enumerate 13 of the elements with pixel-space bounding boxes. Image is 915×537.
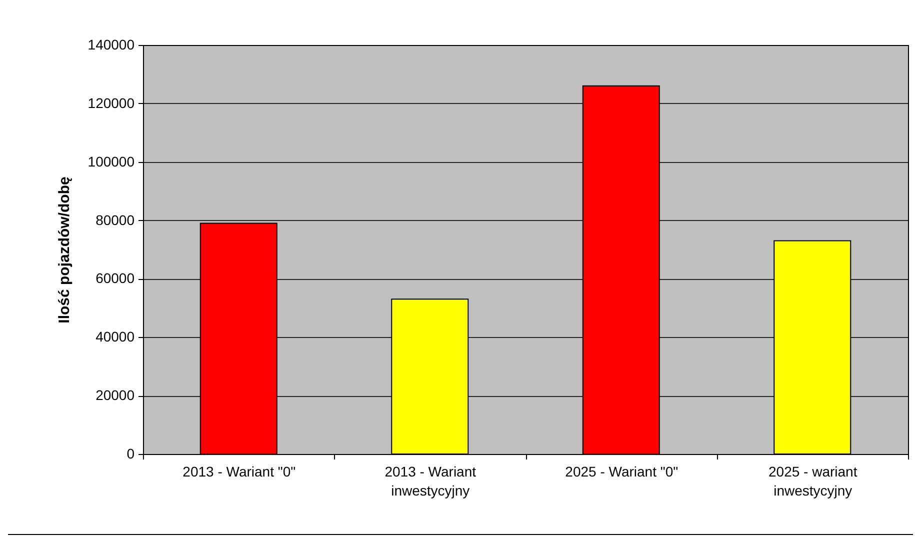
x-tick-label: 2013 - Wariant "0" (182, 464, 296, 480)
y-tick-label: 140000 (88, 36, 135, 52)
y-tick-label: 80000 (96, 212, 135, 228)
x-tick-label: 2025 - Wariant "0" (565, 464, 678, 480)
y-tick-label: 40000 (96, 328, 135, 345)
y-tick-label: 60000 (96, 270, 135, 286)
y-tick-label: 100000 (88, 153, 135, 170)
x-tick-label: 2025 - wariant inwestycyjny (768, 464, 858, 498)
y-axis-title: Ilość pojazdów/dobę (56, 176, 73, 324)
y-tick-label: 0 (126, 446, 135, 462)
y-tick-label: 20000 (96, 387, 135, 404)
y-tick-label: 120000 (88, 94, 135, 111)
x-tick-label: 2013 - Wariant inwestycyjny (384, 464, 476, 498)
